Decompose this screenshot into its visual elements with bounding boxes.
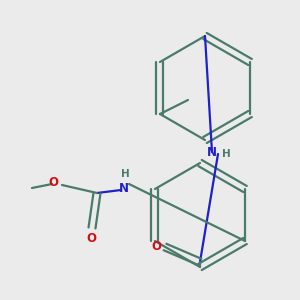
Text: O: O [86,232,96,244]
Text: O: O [48,176,58,190]
Text: N: N [119,182,129,194]
Text: O: O [151,239,161,253]
Text: H: H [222,149,230,159]
Text: N: N [207,146,217,158]
Text: H: H [121,169,129,179]
